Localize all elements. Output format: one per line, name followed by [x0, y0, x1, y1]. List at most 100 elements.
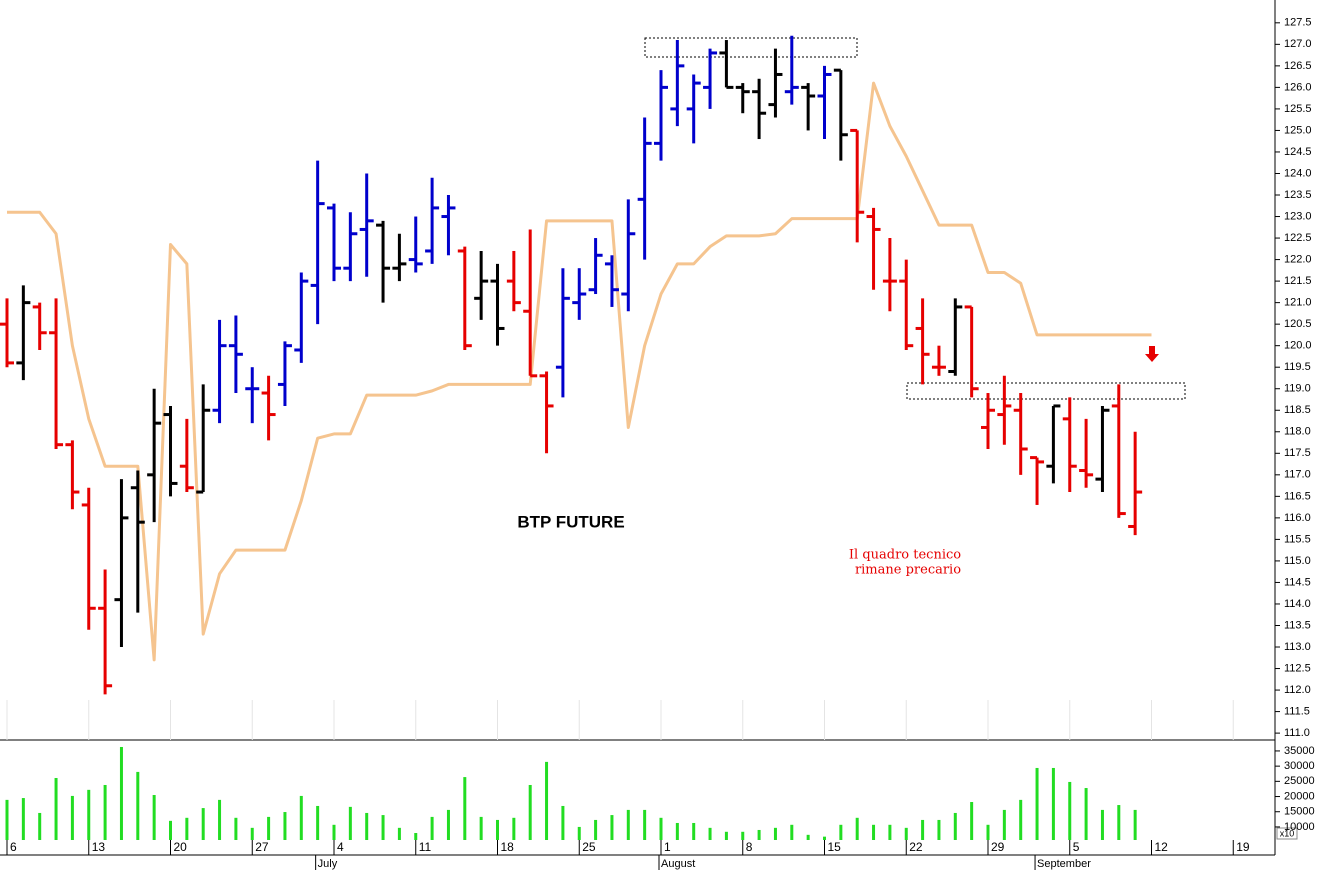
y-tick-label: 118.5 [1284, 404, 1311, 416]
y-tick-label: 120.5 [1284, 318, 1312, 330]
volume-bar [5, 799, 9, 840]
y-tick-label: 117.0 [1284, 469, 1311, 481]
volume-bar [365, 812, 369, 840]
volume-bar [1035, 767, 1039, 840]
volume-bar [38, 812, 42, 840]
y-tick-label: 112.5 [1284, 662, 1311, 674]
down-arrow [1145, 346, 1159, 362]
volume-bar [463, 777, 467, 840]
volume-bar [1117, 805, 1121, 840]
y-tick-label: 114.0 [1284, 598, 1311, 610]
volume-bar [414, 833, 418, 840]
chart-title: BTP FUTURE [517, 512, 624, 531]
volume-bar [577, 826, 581, 840]
volume-bar [267, 816, 271, 840]
volume-bar [1133, 809, 1137, 840]
volume-bar [610, 815, 614, 840]
volume-bar [692, 822, 696, 840]
volume-tick-label: 25000 [1284, 775, 1315, 787]
x-tick-label: 27 [255, 840, 269, 854]
y-tick-label: 115.5 [1284, 533, 1311, 545]
volume-bar [348, 806, 352, 840]
volume-bar [757, 829, 761, 840]
y-tick-label: 122.0 [1284, 253, 1312, 265]
y-tick-label: 121.5 [1284, 275, 1312, 287]
y-tick-label: 124.5 [1284, 146, 1312, 158]
volume-bar [1068, 781, 1072, 840]
volume-bar [773, 827, 777, 840]
y-tick-label: 115.0 [1284, 555, 1311, 567]
volume-bar [741, 831, 745, 840]
x-tick-label: 4 [337, 840, 344, 854]
support-box [906, 382, 1186, 400]
x-tick-label: 6 [10, 840, 17, 854]
y-tick-label: 119.5 [1284, 361, 1311, 373]
volume-bar [790, 824, 794, 840]
volume-tick-label: 30000 [1284, 760, 1315, 772]
volume-bar [21, 798, 25, 840]
x-tick-label: 19 [1236, 840, 1250, 854]
month-label: September [1037, 858, 1091, 870]
annotation: Il quadro tecnico [849, 548, 961, 563]
volume-bar [430, 816, 434, 840]
volume-bar [169, 820, 172, 840]
volume-bar [332, 824, 336, 840]
x-tick-label: 22 [909, 840, 923, 854]
volume-bar [921, 819, 925, 840]
volume-bar [839, 824, 843, 840]
volume-bar [953, 812, 957, 840]
volume-bar [561, 805, 565, 840]
volume-bar [381, 815, 385, 840]
volume-bar [1019, 799, 1023, 840]
volume-note-box [1276, 827, 1298, 840]
x-tick-label: 13 [92, 840, 106, 854]
volume-bar [87, 789, 91, 840]
x-tick-label: 15 [828, 840, 842, 854]
volume-tick-label: 20000 [1284, 790, 1315, 802]
y-tick-label: 121.0 [1284, 297, 1312, 309]
y-tick-label: 122.5 [1284, 232, 1312, 244]
volume-bar [185, 817, 189, 840]
volume-bar [545, 761, 549, 840]
x-tick-label: 25 [582, 840, 596, 854]
volume-bar [512, 817, 516, 840]
annotation: rimane precario [855, 563, 961, 578]
month-label: July [318, 858, 338, 870]
volume-bar [970, 802, 974, 840]
y-tick-label: 123.0 [1284, 210, 1312, 222]
volume-bar [1002, 809, 1006, 840]
y-tick-label: 120.0 [1284, 340, 1312, 352]
y-tick-label: 118.0 [1284, 426, 1311, 438]
y-tick-label: 111.5 [1284, 705, 1310, 717]
volume-bar [446, 809, 450, 840]
volume-bar [937, 819, 941, 840]
volume-bar [643, 809, 647, 840]
y-tick-label: 119.0 [1284, 383, 1311, 395]
x-tick-label: 8 [746, 840, 753, 854]
volume-bar [724, 831, 728, 840]
volume-bar [201, 808, 205, 840]
y-tick-label: 125.5 [1284, 103, 1312, 115]
x-tick-label: 5 [1073, 840, 1080, 854]
volume-bar [1051, 767, 1055, 840]
y-tick-label: 125.0 [1284, 124, 1312, 136]
y-tick-label: 127.0 [1284, 38, 1312, 50]
volume-tick-label: 15000 [1284, 806, 1315, 818]
x-tick-label: 18 [501, 840, 515, 854]
volume-bar [1084, 788, 1088, 840]
volume-bar [1100, 809, 1104, 840]
volume-bar [283, 812, 287, 840]
volume-tick-label: 10000 [1284, 821, 1315, 833]
volume-bar [234, 817, 238, 840]
volume-bar [250, 827, 254, 840]
volume-bar [152, 795, 156, 840]
y-tick-label: 126.0 [1284, 81, 1312, 93]
volume-bar [855, 817, 859, 840]
volume-bar [299, 795, 303, 840]
volume-bar [119, 746, 123, 840]
x-tick-label: 11 [419, 840, 432, 854]
volume-bar [70, 795, 74, 840]
volume-bar [708, 827, 712, 840]
y-tick-label: 116.0 [1284, 512, 1311, 524]
volume-bar [659, 817, 663, 840]
